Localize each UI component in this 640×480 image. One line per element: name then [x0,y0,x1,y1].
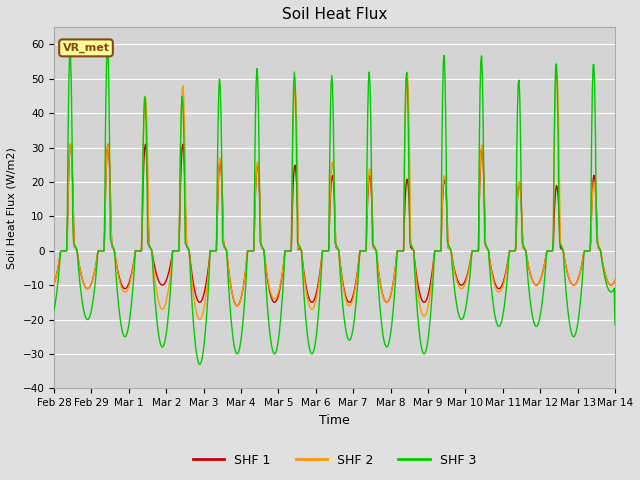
Y-axis label: Soil Heat Flux (W/m2): Soil Heat Flux (W/m2) [7,147,17,269]
Legend: SHF 1, SHF 2, SHF 3: SHF 1, SHF 2, SHF 3 [188,449,481,472]
Title: Soil Heat Flux: Soil Heat Flux [282,7,387,22]
X-axis label: Time: Time [319,414,350,427]
Text: VR_met: VR_met [63,43,109,53]
